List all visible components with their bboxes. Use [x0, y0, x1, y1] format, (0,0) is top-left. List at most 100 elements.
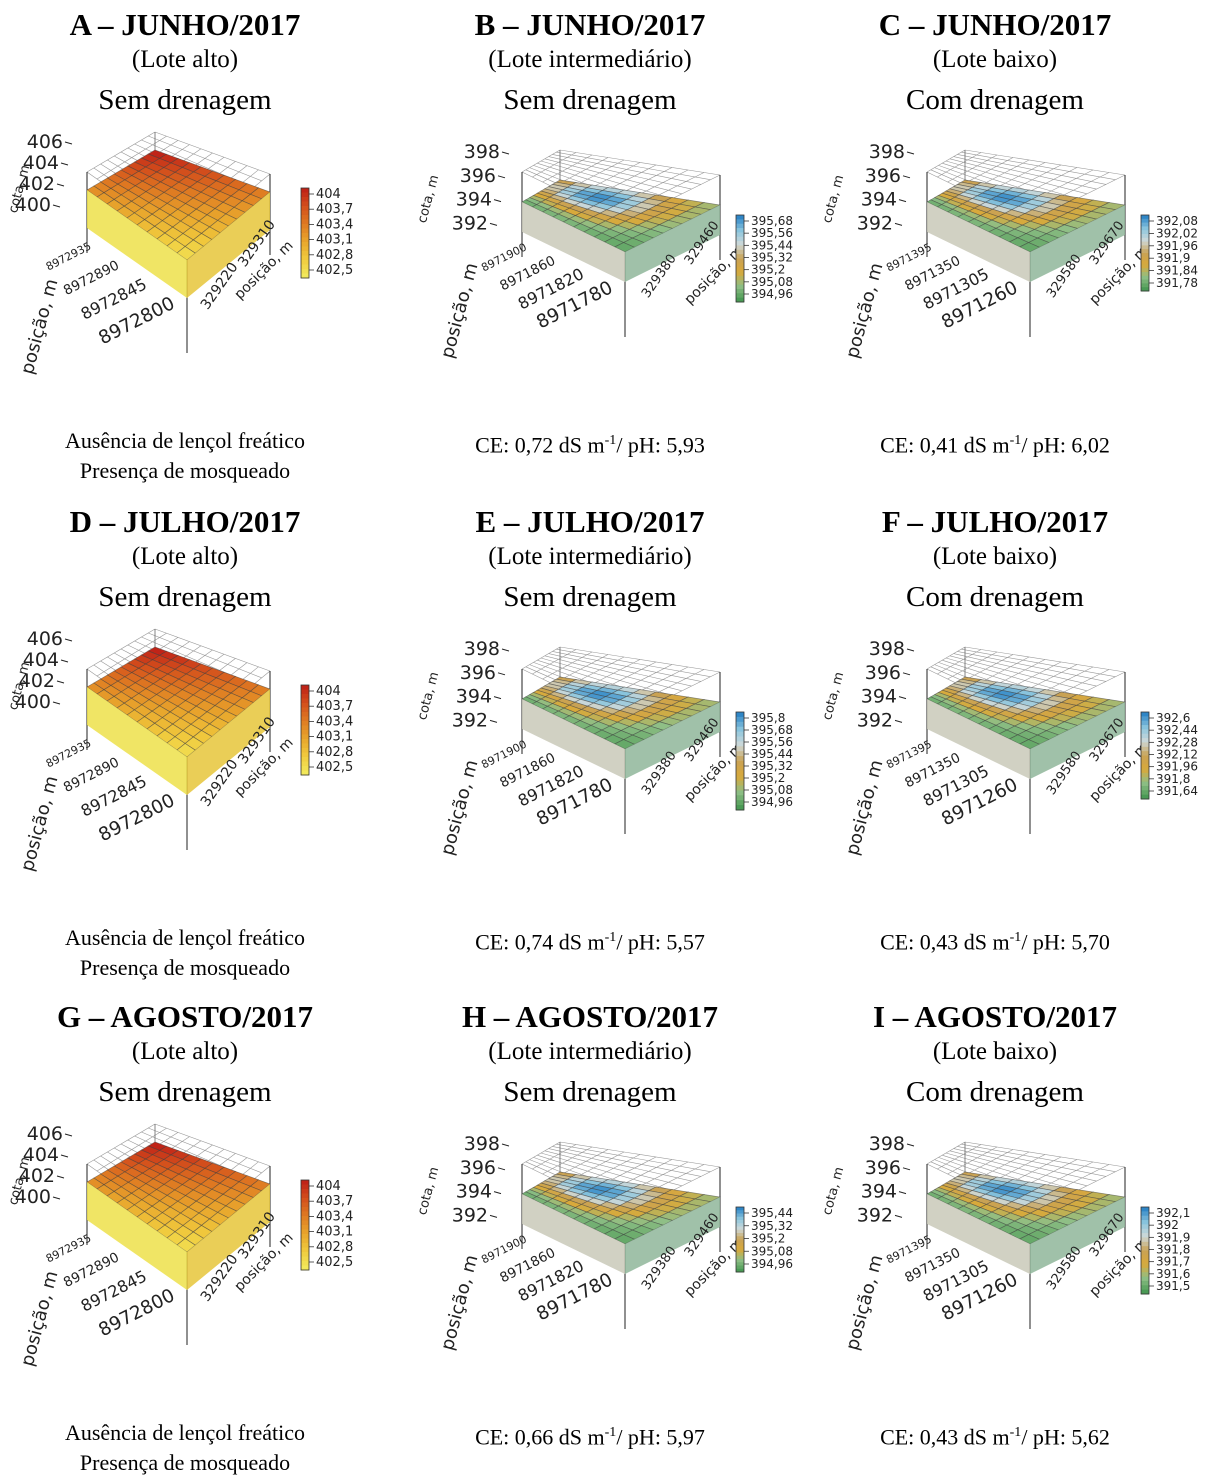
colorbar-tick-label: 395,2	[751, 1232, 785, 1246]
z-tick-label: 396	[460, 662, 496, 684]
panel-drainage: Sem drenagem	[98, 1076, 272, 1108]
colorbar-tick-label: 403,1	[316, 730, 353, 745]
colorbar-tick-label: 391,64	[1156, 784, 1198, 798]
colorbar: 395,68395,56395,44395,32395,2395,08394,9…	[735, 214, 793, 303]
panel-0: A – JUNHO/2017 (Lote alto) Sem drenagem 406…	[5, 8, 405, 488]
z-tick-label: 398	[464, 1133, 500, 1155]
colorbar-tick-label: 395,44	[751, 1206, 793, 1220]
colorbar-tick-label: 391,8	[1156, 772, 1190, 786]
y-tick-label: 8972935	[44, 737, 94, 771]
ce-unit-exponent: -1	[604, 1425, 617, 1440]
ce-unit-exponent: -1	[604, 433, 617, 448]
colorbar-tick-label: 391,5	[1156, 1279, 1190, 1293]
colorbar-tick-label: 395,2	[751, 263, 785, 277]
y-axis-label: posição, m	[17, 1269, 63, 1369]
z-tick-label: 404	[23, 649, 59, 671]
colorbar-tick-label: 395,08	[751, 1244, 793, 1258]
colorbar-tick-label: 392,02	[1156, 226, 1198, 240]
colorbar-tick-label: 391,8	[1156, 1243, 1190, 1257]
z-tick-label: 398	[869, 141, 905, 163]
ce-ph-note: CE: 0,74 dS m-1/ pH: 5,57	[410, 923, 770, 957]
panel-lot: (Lote intermediário)	[488, 46, 692, 73]
colorbar-tick-label: 402,8	[316, 248, 353, 263]
colorbar-tick-label: 402,8	[316, 1240, 353, 1255]
z-tick-label: 394	[456, 189, 492, 211]
panel-lot: (Lote alto)	[131, 46, 239, 73]
z-tick-label: 402	[19, 173, 55, 195]
panel-8: I – AGOSTO/2017 (Lote baixo) Com drenagem 3…	[815, 1000, 1215, 1480]
panel-title: C – JUNHO/2017	[878, 7, 1112, 42]
colorbar-tick-label: 395,08	[751, 783, 793, 797]
panel-4: E – JULHO/2017 (Lote intermediário) Sem dr…	[410, 505, 810, 985]
colorbar: 395,8395,68395,56395,44395,32395,2395,08…	[735, 711, 793, 811]
ce-ph-note: CE: 0,66 dS m-1/ pH: 5,97	[410, 1418, 770, 1452]
colorbar-tick-label: 404	[316, 187, 341, 202]
z-axis-label: cota, m	[820, 1165, 847, 1216]
ce-value: CE: 0,66 dS m	[475, 1424, 605, 1450]
colorbar-tick-label: 391,78	[1156, 276, 1198, 290]
panel-5: F – JULHO/2017 (Lote baixo) Com drenagem 39…	[815, 505, 1215, 985]
colorbar-tick-label: 392,44	[1156, 723, 1198, 737]
panel-note: Presença de mosqueado	[79, 955, 291, 980]
colorbar-tick-label: 404	[316, 684, 341, 699]
z-tick-label: 406	[27, 1123, 63, 1145]
colorbar-tick-label: 403,1	[316, 1225, 353, 1240]
ce-unit-exponent: -1	[1009, 930, 1022, 945]
colorbar-tick-label: 392,08	[1156, 214, 1198, 228]
ce-value: CE: 0,74 dS m	[475, 929, 605, 955]
surface-mesh	[926, 1171, 1127, 1245]
panel-lot: (Lote baixo)	[932, 543, 1058, 570]
z-axis-label: cota, m	[415, 670, 442, 721]
z-tick-label: 394	[456, 686, 492, 708]
ph-value: / pH: 5,93	[616, 432, 705, 458]
panel-drainage: Sem drenagem	[503, 1076, 677, 1108]
colorbar-tick-label: 394,96	[751, 287, 793, 301]
colorbar-tick-label: 392,1	[1156, 1206, 1190, 1220]
panel-title: B – JUNHO/2017	[474, 7, 706, 42]
ce-value: CE: 0,41 dS m	[880, 432, 1010, 458]
colorbar-tick-label: 395,68	[751, 723, 793, 737]
surface-mesh	[86, 149, 271, 261]
colorbar-tick-label: 404	[316, 1179, 341, 1194]
z-tick-label: 402	[19, 1165, 55, 1187]
surface-sides	[522, 202, 720, 282]
panel-drainage: Com drenagem	[906, 84, 1084, 116]
z-tick-label: 402	[19, 670, 55, 692]
panel-lot: (Lote baixo)	[932, 46, 1058, 73]
colorbar-tick-label: 391,6	[1156, 1267, 1190, 1281]
z-tick-label: 404	[23, 152, 59, 174]
colorbar-tick-label: 403,1	[316, 233, 353, 248]
ce-unit-exponent: -1	[1009, 433, 1022, 448]
ph-value: / pH: 5,57	[616, 929, 705, 955]
colorbar-tick-label: 392,28	[1156, 735, 1198, 749]
colorbar-tick-label: 395,56	[751, 226, 793, 240]
ce-ph-note: CE: 0,72 dS m-1/ pH: 5,93	[410, 426, 770, 460]
panel-title: G – AGOSTO/2017	[56, 999, 314, 1034]
z-tick-label: 396	[865, 1157, 901, 1179]
ce-value: CE: 0,43 dS m	[880, 929, 1010, 955]
panel-7: H – AGOSTO/2017 (Lote intermediário) Sem d…	[410, 1000, 810, 1480]
surface-mesh	[521, 676, 722, 750]
panel-note: Ausência de lençol freático	[64, 925, 306, 950]
colorbar-tick-label: 402,5	[316, 760, 353, 775]
z-tick-label: 396	[865, 165, 901, 187]
y-axis-label: posição, m	[842, 261, 888, 361]
surface-mesh	[521, 1171, 722, 1245]
y-axis-label: posição, m	[842, 1253, 888, 1353]
panel-lot: (Lote alto)	[131, 543, 239, 570]
ph-value: / pH: 6,02	[1021, 432, 1110, 458]
panel-title: D – JULHO/2017	[69, 504, 301, 539]
colorbar-tick-label: 392,12	[1156, 748, 1198, 762]
panel-title: I – AGOSTO/2017	[872, 999, 1118, 1034]
z-tick-label: 392	[857, 1204, 893, 1226]
colorbar-tick-label: 395,56	[751, 735, 793, 749]
surface-mesh	[86, 1141, 271, 1253]
surface-sides	[87, 687, 270, 795]
colorbar-tick-label: 395,2	[751, 771, 785, 785]
